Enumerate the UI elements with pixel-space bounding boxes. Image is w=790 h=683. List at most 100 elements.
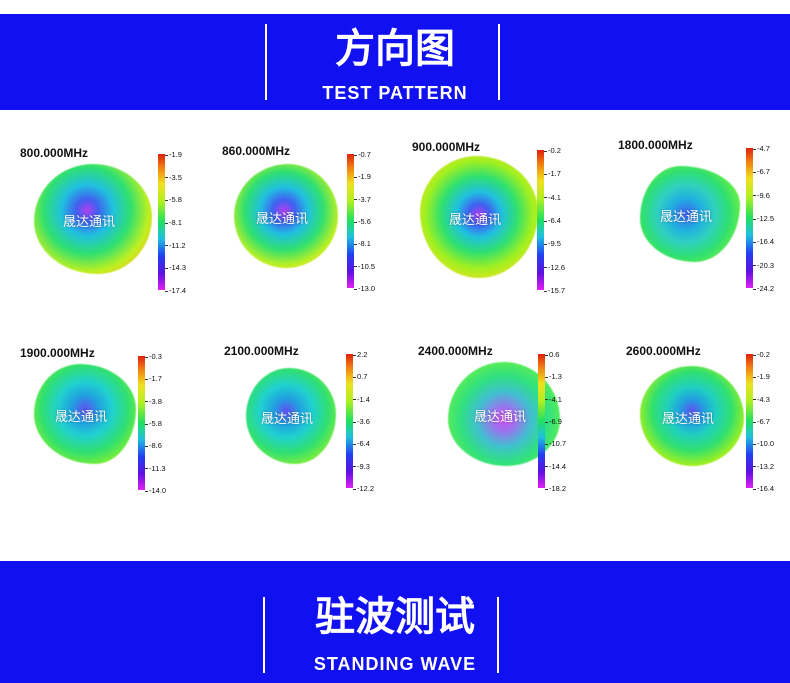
frequency-label: 860.000MHz <box>222 144 291 158</box>
color-scale-bar <box>138 356 145 490</box>
color-scale-bar <box>537 150 544 290</box>
radiation-pattern-plot <box>34 164 152 274</box>
color-scale-bar <box>538 354 545 488</box>
frequency-label: 900.000MHz <box>412 140 481 154</box>
frequency-label: 2400.000MHz <box>418 344 493 358</box>
color-scale-bar <box>347 154 354 288</box>
scale-tick-label: -1.9 <box>165 150 182 159</box>
scale-tick-label: -3.7 <box>354 195 371 204</box>
scale-tick-label: -9.6 <box>753 191 770 200</box>
scale-tick-label: -1.9 <box>354 172 371 181</box>
color-scale-bar <box>746 148 753 288</box>
frequency-label: 800.000MHz <box>20 146 89 160</box>
scale-tick-label: -3.8 <box>145 397 162 406</box>
scale-tick-label: -13.2 <box>753 462 774 471</box>
color-scale-bar <box>158 154 165 290</box>
scale-tick-label: -4.1 <box>544 193 561 202</box>
scale-tick-label: -12.6 <box>544 263 565 272</box>
scale-tick-label: -0.2 <box>753 350 770 359</box>
pattern-panel: 860.000MHz 晟达通讯 -0.7 -1.9 -3.7 -5.6 -8.1 -10.5 -… <box>222 144 412 304</box>
watermark-text: 晟达通讯 <box>474 410 527 425</box>
watermark-text: 晟达通讯 <box>261 412 314 427</box>
header-banner-bottom: 驻波测试 STANDING WAVE <box>0 561 790 683</box>
color-scale-bar <box>746 354 753 488</box>
scale-tick-label: -3.6 <box>353 417 370 426</box>
section-title-en: STANDING WAVE <box>313 654 477 674</box>
scale-tick-label: -11.3 <box>145 464 166 473</box>
scale-tick-label: -4.7 <box>753 144 770 153</box>
scale-tick-label: -12.5 <box>753 214 774 223</box>
watermark-text: 晟达通讯 <box>55 410 108 425</box>
scale-tick-label: -13.0 <box>354 284 375 293</box>
watermark-text: 晟达通讯 <box>449 213 502 228</box>
scale-tick-label: -14.0 <box>145 486 166 495</box>
scale-tick-label: -6.4 <box>544 216 561 225</box>
watermark-text: 晟达通讯 <box>662 412 715 427</box>
scale-tick-label: -5.6 <box>354 217 371 226</box>
scale-tick-label: -4.3 <box>753 395 770 404</box>
pattern-panel: 2400.000MHz 晟达通讯 0.6 -1.3 -4.1 -6.9 -10.7 -14.4… <box>418 344 608 504</box>
scale-tick-label: -4.1 <box>545 395 562 404</box>
scale-tick-label: -9.3 <box>353 462 370 471</box>
header-banner-top: 方向图 TEST PATTERN <box>0 14 790 110</box>
scale-tick-label: -14.4 <box>545 462 566 471</box>
frequency-label: 2600.000MHz <box>626 344 701 358</box>
frequency-label: 2100.000MHz <box>224 344 299 358</box>
scale-tick-label: -0.7 <box>354 150 371 159</box>
radiation-pattern-plot <box>640 366 744 466</box>
scale-tick-label: -1.7 <box>145 374 162 383</box>
frequency-label: 1900.000MHz <box>20 346 95 360</box>
scale-tick-label: -18.2 <box>545 484 566 493</box>
watermark-text: 晟达通讯 <box>63 215 116 230</box>
pattern-panel: 1900.000MHz 晟达通讯 -0.3 -1.7 -3.8 -5.8 -8.6 -11.3… <box>20 346 210 506</box>
scale-tick-label: -10.5 <box>354 262 375 271</box>
radiation-pattern-plot <box>420 156 538 278</box>
watermark-text: 晟达通讯 <box>660 210 713 225</box>
scale-tick-label: -9.5 <box>544 239 561 248</box>
scale-tick-label: 0.6 <box>545 350 559 359</box>
section-title-en: TEST PATTERN <box>322 83 468 103</box>
pattern-panel: 900.000MHz 晟达通讯 -0.2 -1.7 -4.1 -6.4 -9.5 -12.6 -… <box>412 140 602 300</box>
pattern-panel: 1800.000MHz 晟达通讯 -4.7 -6.7 -9.6 -12.5 -16.4 -20… <box>618 138 790 298</box>
scale-tick-label: 0.7 <box>353 372 367 381</box>
scale-tick-label: -10.7 <box>545 439 566 448</box>
scale-tick-label: -5.8 <box>165 195 182 204</box>
header-divider-left <box>265 24 267 100</box>
scale-tick-label: -16.4 <box>753 237 774 246</box>
scale-tick-label: -3.5 <box>165 173 182 182</box>
pattern-panel: 2600.000MHz 晟达通讯 -0.2 -1.9 -4.3 -6.7 -10.0 -13.… <box>626 344 790 504</box>
frequency-label: 1800.000MHz <box>618 138 693 152</box>
scale-tick-label: -8.1 <box>354 239 371 248</box>
scale-tick-label: -12.2 <box>353 484 374 493</box>
scale-tick-label: -8.1 <box>165 218 182 227</box>
scale-tick-label: -0.3 <box>145 352 162 361</box>
scale-tick-label: -8.6 <box>145 441 162 450</box>
scale-tick-label: -17.4 <box>165 286 186 295</box>
pattern-panel: 800.000MHz 晟达通讯 -1.9 -3.5 -5.8 -8.1 -11.2 -14.3… <box>20 146 210 306</box>
scale-tick-label: -6.9 <box>545 417 562 426</box>
watermark-text: 晟达通讯 <box>256 212 309 227</box>
section-title-cn: 方向图 <box>335 26 455 72</box>
scale-tick-label: -1.7 <box>544 169 561 178</box>
scale-tick-label: -24.2 <box>753 284 774 293</box>
scale-tick-label: -20.3 <box>753 261 774 270</box>
scale-tick-label: -5.8 <box>145 419 162 428</box>
scale-tick-label: -0.2 <box>544 146 561 155</box>
header-divider-right <box>497 597 499 673</box>
scale-tick-label: -10.0 <box>753 439 774 448</box>
scale-tick-label: 2.2 <box>353 350 367 359</box>
scale-tick-label: -6.4 <box>353 439 370 448</box>
scale-tick-label: -1.3 <box>545 372 562 381</box>
header-divider-left <box>263 597 265 673</box>
radiation-pattern-plot <box>34 364 136 464</box>
radiation-pattern-plot <box>246 368 336 464</box>
scale-tick-label: -6.7 <box>753 417 770 426</box>
color-scale-bar <box>346 354 353 488</box>
section-title-cn: 驻波测试 <box>315 594 475 640</box>
scale-tick-label: -11.2 <box>165 241 186 250</box>
scale-tick-label: -16.4 <box>753 484 774 493</box>
radiation-pattern-plot <box>640 166 740 262</box>
scale-tick-label: -1.9 <box>753 372 770 381</box>
scale-tick-label: -6.7 <box>753 167 770 176</box>
scale-tick-label: -15.7 <box>544 286 565 295</box>
